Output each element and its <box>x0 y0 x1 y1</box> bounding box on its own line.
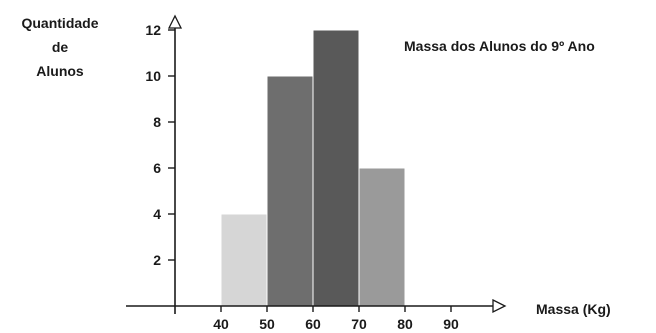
x-tick-label: 80 <box>397 316 413 332</box>
x-tick-label: 70 <box>351 316 367 332</box>
y-tick-label: 10 <box>145 68 161 84</box>
y-axis-label-line-2: de <box>52 39 69 55</box>
x-tick-label: 90 <box>443 316 459 332</box>
bar-60-70 <box>312 29 360 307</box>
y-axis-arrow-icon <box>167 14 183 29</box>
y-tick-label: 4 <box>153 206 161 222</box>
y-tick-label: 2 <box>153 252 161 268</box>
y-tick-label: 12 <box>145 22 161 38</box>
x-axis-label: Massa (Kg) <box>536 301 611 317</box>
y-axis-label-line-3: Alunos <box>36 63 84 79</box>
x-tick-label: 60 <box>305 316 321 332</box>
y-tick-label: 8 <box>153 114 161 130</box>
bar-40-50 <box>220 213 268 307</box>
y-ticks-group: 2 4 6 8 10 12 <box>145 22 175 268</box>
x-tick-label: 50 <box>259 316 275 332</box>
x-ticks-group: 40 50 60 70 80 90 <box>213 306 459 332</box>
bar-70-80 <box>358 167 406 307</box>
chart-title: Massa dos Alunos do 9º Ano <box>404 38 595 54</box>
x-axis-arrow-icon <box>492 298 507 314</box>
y-tick-label: 6 <box>153 160 161 176</box>
bar-50-60 <box>266 75 314 307</box>
y-axis-label-line-1: Quantidade <box>21 15 98 31</box>
bars-group <box>220 29 406 307</box>
x-tick-label: 40 <box>213 316 229 332</box>
